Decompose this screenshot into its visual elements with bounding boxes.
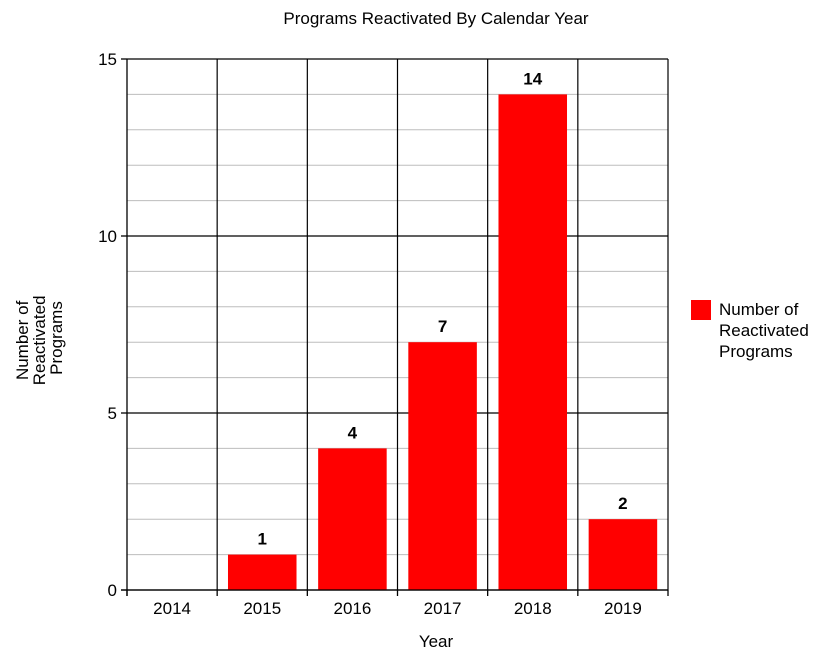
legend-label: Number of Reactivated Programs <box>719 300 814 361</box>
data-label: 2 <box>618 494 627 513</box>
x-tick-label: 2017 <box>424 599 462 618</box>
x-tick-label: 2019 <box>604 599 642 618</box>
bar-2015 <box>227 554 297 590</box>
legend-label-line-3: Programs <box>719 342 793 361</box>
y-axis-title-line-1: Number of <box>13 300 32 380</box>
x-tick-label: 2014 <box>153 599 191 618</box>
y-tick-label: 15 <box>98 50 117 69</box>
data-label: 7 <box>438 317 447 336</box>
chart-title: Programs Reactivated By Calendar Year <box>283 9 589 28</box>
y-tick-label: 5 <box>108 404 117 423</box>
data-label: 1 <box>258 530 267 549</box>
x-tick-label: 2018 <box>514 599 552 618</box>
data-label: 4 <box>348 423 358 442</box>
x-axis-title: Year <box>419 632 454 651</box>
axes: 0 5 10 15 2014 2015 2016 2017 2018 2019 <box>98 50 669 618</box>
bar-2019 <box>588 519 658 590</box>
y-axis-title: Number of Reactivated Programs <box>13 291 66 386</box>
grid <box>127 58 669 591</box>
bar-2017 <box>408 342 477 590</box>
y-tick-label: 0 <box>108 581 117 600</box>
y-tick-label: 10 <box>98 227 117 246</box>
y-axis-title-line-3: Programs <box>47 301 66 375</box>
bars <box>227 94 658 591</box>
legend-swatch <box>691 300 711 320</box>
bar-2018 <box>498 94 568 591</box>
x-tick-label: 2016 <box>334 599 372 618</box>
x-tick-label: 2015 <box>243 599 281 618</box>
y-axis-title-line-2: Reactivated <box>30 295 49 385</box>
legend-label-line-2: Reactivated <box>719 321 809 340</box>
legend: Number of Reactivated Programs <box>691 300 814 361</box>
data-label: 14 <box>523 69 542 88</box>
bar-2016 <box>318 448 387 590</box>
legend-label-line-1: Number of <box>719 300 799 319</box>
